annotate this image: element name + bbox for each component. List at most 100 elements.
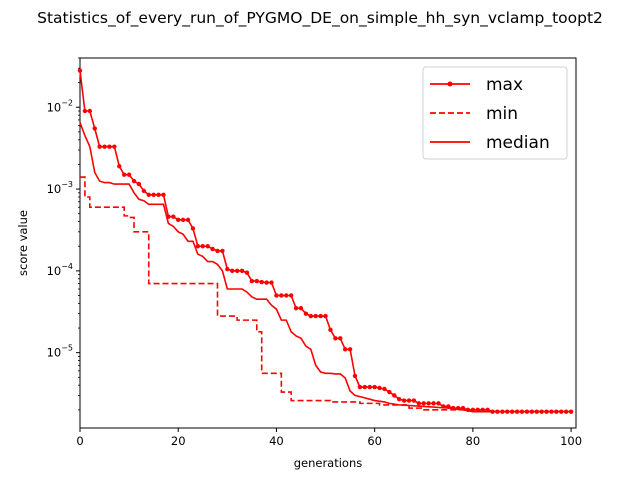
y-tick-base: 10 <box>47 346 62 360</box>
series-point-max <box>121 172 127 177</box>
series-point-max <box>387 389 392 395</box>
series-point-max <box>279 293 284 298</box>
series-point-max <box>426 401 431 406</box>
x-tick-label: 20 <box>171 434 186 448</box>
series-point-max <box>288 293 294 298</box>
series-point-max <box>254 278 259 284</box>
series-point-max <box>382 386 387 392</box>
series-point-max <box>220 248 225 254</box>
legend-marker-max <box>447 81 453 87</box>
y-tick-label: 10−5 <box>47 344 73 360</box>
series-point-max <box>200 244 205 249</box>
series-point-max <box>303 311 309 316</box>
series-point-max <box>298 305 304 311</box>
series-point-max <box>176 217 181 223</box>
series-point-max <box>230 268 235 274</box>
y-tick-base: 10 <box>47 182 62 196</box>
series-point-max <box>112 144 117 149</box>
y-tick-label: 10−4 <box>47 262 73 278</box>
series-point-max <box>249 278 255 284</box>
series-point-max <box>411 398 417 403</box>
legend-label-max: max <box>486 75 523 95</box>
series-line-min <box>80 176 572 413</box>
series-point-max <box>107 144 112 149</box>
series-point-max <box>377 385 382 391</box>
series-point-max <box>215 248 220 254</box>
series-point-max <box>357 384 363 390</box>
series-point-max <box>92 126 97 131</box>
series-point-max <box>323 313 328 319</box>
series-point-max <box>338 336 343 341</box>
series-point-max <box>117 164 122 169</box>
series-point-max <box>131 178 137 184</box>
series-point-max <box>293 305 299 311</box>
series-point-max <box>436 401 441 406</box>
series-point-max <box>185 217 191 223</box>
series-point-max <box>352 373 358 379</box>
x-axis-label: generations <box>294 456 363 470</box>
series-point-max <box>82 108 88 114</box>
series-point-max <box>313 313 318 319</box>
plot-area-frame <box>79 57 577 429</box>
series-point-max <box>102 144 107 149</box>
series-point-max <box>239 268 245 274</box>
series-point-max <box>259 279 264 285</box>
series-point-max <box>401 398 407 403</box>
series-point-max <box>146 192 151 198</box>
series-point-max <box>308 313 314 319</box>
series-point-max <box>284 293 289 298</box>
series-point-max <box>141 188 147 194</box>
y-tick-label: 10−3 <box>47 180 73 196</box>
x-tick-label: 40 <box>269 434 284 448</box>
series-point-max <box>342 347 348 352</box>
x-tick-label: 80 <box>466 434 481 448</box>
y-tick-label: 10−2 <box>47 98 73 114</box>
y-tick-exponent: −5 <box>61 344 73 353</box>
x-tick-label: 60 <box>367 434 382 448</box>
x-tick-label: 100 <box>560 434 582 448</box>
series-point-max <box>367 384 372 390</box>
y-tick-base: 10 <box>47 100 62 114</box>
y-tick-exponent: −2 <box>61 98 73 107</box>
series-point-max <box>205 244 210 249</box>
series-point-max <box>97 144 102 149</box>
y-tick-exponent: −4 <box>61 262 73 271</box>
series-point-max <box>244 270 250 275</box>
series-point-max <box>421 401 426 406</box>
legend-label-min: min <box>486 104 518 124</box>
series-point-max <box>318 313 323 319</box>
legend: max min median <box>422 66 568 160</box>
series-point-max <box>333 336 338 341</box>
series-point-max <box>151 192 156 198</box>
series-point-max <box>126 172 132 177</box>
series-point-max <box>372 384 377 390</box>
y-tick-base: 10 <box>47 264 62 278</box>
series-point-max <box>77 68 83 73</box>
legend-box <box>422 66 568 160</box>
series-line-median <box>79 122 572 413</box>
series-point-max <box>156 192 161 198</box>
series-layer <box>77 68 574 414</box>
series-point-max <box>136 181 142 187</box>
series-point-max <box>274 293 279 298</box>
series-point-max <box>406 398 412 403</box>
legend-label-median: median <box>486 133 550 153</box>
series-point-max <box>328 327 333 333</box>
series-point-max <box>210 246 215 252</box>
series-point-max <box>264 280 269 285</box>
series-point-max <box>392 393 397 398</box>
series-point-max <box>362 384 368 390</box>
series-point-max <box>180 217 186 223</box>
series-point-max <box>347 347 353 352</box>
series-point-max <box>269 280 274 285</box>
chart-title: Statistics_of_every_run_of_PYGMO_DE_on_s… <box>37 9 603 28</box>
series-point-max <box>171 214 176 219</box>
series-point-max <box>190 226 196 231</box>
series-point-max <box>195 244 201 249</box>
x-tick-label: 0 <box>76 434 83 448</box>
y-axis-label: score value <box>16 210 30 276</box>
series-point-max <box>234 268 240 274</box>
series-point-max <box>161 192 166 198</box>
